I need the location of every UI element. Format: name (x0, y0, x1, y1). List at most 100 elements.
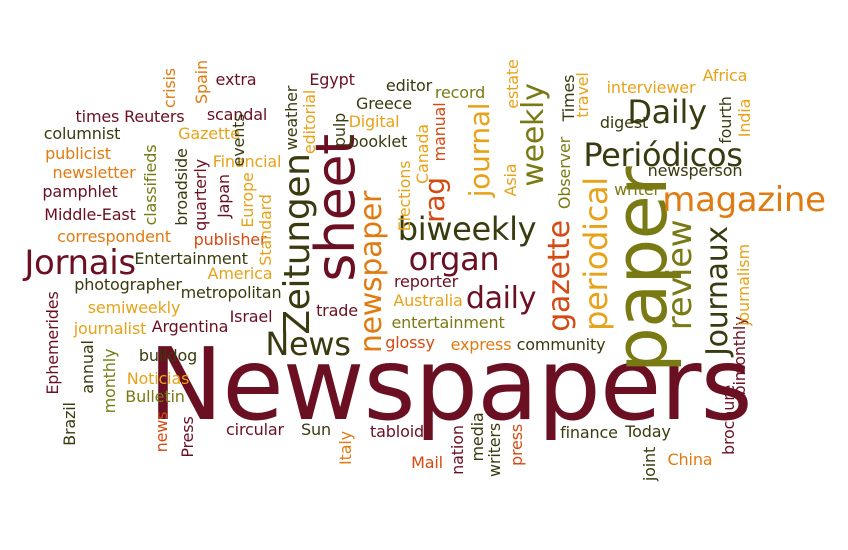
word-scandal: scandal (206, 105, 268, 124)
word-news-lower: news (152, 411, 171, 453)
word-monthly: monthly (100, 348, 119, 414)
word-express: express (450, 335, 512, 354)
word-tabloid: tabloid (370, 422, 424, 441)
word-joint: joint (640, 446, 659, 482)
word-metropolitan: metropolitan (180, 283, 282, 302)
word-circular: circular (226, 420, 284, 439)
word-ephemerides: Ephemerides (43, 291, 62, 395)
word-australia: Australia (393, 291, 463, 310)
word-fourth: fourth (716, 96, 735, 144)
word-correspondent: correspondent (57, 227, 171, 246)
word-asia: Asia (501, 163, 520, 197)
word-zeitungen: Zeitungen (277, 153, 318, 335)
word-journaux: Journaux (700, 226, 735, 356)
word-press: press (507, 423, 526, 467)
word-annual: annual (78, 340, 97, 394)
word-sun: Sun (301, 420, 331, 439)
word-newspapers: Newspapers (148, 326, 752, 443)
word-editor: editor (385, 76, 433, 95)
word-entertainment-cap: Entertainment (134, 249, 248, 268)
word-periodical: periodical (577, 177, 615, 331)
word-journalist: journalist (73, 319, 147, 338)
word-greece: Greece (356, 94, 412, 113)
word-photographer: photographer (74, 275, 182, 294)
word-weather: weather (282, 85, 301, 151)
word-jornais: Jornais (24, 243, 136, 283)
word-glossy: glossy (385, 333, 435, 352)
word-africa: Africa (702, 66, 748, 85)
word-digital: Digital (348, 112, 400, 131)
word-community: community (516, 335, 606, 354)
word-classifieds: classifieds (141, 144, 160, 226)
word-periodicos: Periódicos (583, 136, 743, 174)
word-spain: Spain (192, 60, 211, 104)
word-newsletter: newsletter (52, 163, 136, 182)
word-journal: journal (463, 102, 496, 198)
word-biweekly: biweekly (397, 210, 537, 248)
word-estate: estate (503, 59, 522, 109)
word-pulp: pulp (330, 112, 349, 148)
word-gazette-cap: Gazette (178, 124, 240, 143)
word-publisher: publisher (193, 230, 267, 249)
word-today: Today (625, 422, 671, 441)
word-italy: Italy (336, 431, 355, 465)
word-extra: extra (215, 70, 257, 89)
word-media: media (468, 412, 487, 462)
word-elections: Elections (395, 160, 414, 232)
word-semiweekly: semiweekly (87, 298, 181, 317)
word-europe: Europe (238, 172, 257, 228)
word-interviewer: interviewer (606, 78, 696, 97)
word-digest: digest (599, 113, 649, 132)
word-middle-east: Middle-East (44, 205, 136, 224)
word-mail: Mail (411, 453, 443, 472)
word-quarterly: quarterly (191, 159, 210, 231)
word-brazil: Brazil (60, 402, 79, 446)
word-writer: writer (614, 180, 660, 199)
word-america: America (207, 264, 273, 283)
word-columnist: columnist (43, 124, 121, 143)
word-financial: Financial (212, 152, 282, 171)
word-journalism: journalism (734, 244, 753, 326)
word-magazine: magazine (662, 180, 826, 220)
word-gazette: gazette (542, 220, 577, 332)
word-newspaper: newspaper (354, 190, 389, 354)
word-times-reuters: times Reuters (75, 107, 185, 126)
word-editorial: editorial (300, 89, 319, 155)
word-pamphlet: pamphlet (42, 182, 118, 201)
word-publicist: publicist (45, 144, 111, 163)
word-bulletin: Bulletin (125, 387, 185, 406)
word-organ: organ (408, 240, 500, 278)
word-egypt: Egypt (309, 70, 355, 89)
word-observer: Observer (555, 136, 574, 210)
word-review: review (660, 219, 700, 331)
word-china: China (667, 450, 713, 469)
word-israel: Israel (229, 307, 273, 326)
word-finance: finance (560, 423, 618, 442)
word-entertainment: entertainment (391, 313, 505, 332)
word-weekly: weekly (516, 83, 551, 187)
word-reporter: reporter (393, 272, 459, 291)
word-writers: writers (485, 422, 504, 478)
word-times-cap: Times (559, 74, 578, 122)
word-canada: Canada (413, 124, 432, 184)
word-news: News (265, 325, 351, 363)
word-bulldog: bulldog (138, 346, 198, 365)
word-india: India (735, 98, 754, 138)
word-argentina: Argentina (151, 317, 229, 336)
word-record: record (434, 83, 486, 102)
word-crisis: crisis (160, 68, 179, 108)
word-booklet: booklet (348, 132, 408, 151)
word-bimonthly: bimonthly (730, 316, 749, 396)
word-newsperson: newsperson (647, 161, 743, 180)
word-standard: Standard (256, 194, 275, 266)
word-daily: daily (465, 281, 537, 316)
word-trade: trade (316, 301, 358, 320)
word-japan: Japan (214, 174, 233, 218)
word-broadside: broadside (172, 148, 191, 226)
word-daily-cap: Daily (627, 93, 707, 131)
word-rag: rag (418, 177, 451, 223)
word-manual: manual (430, 102, 449, 162)
word-nation: nation (448, 425, 467, 475)
word-events: events (229, 113, 248, 167)
